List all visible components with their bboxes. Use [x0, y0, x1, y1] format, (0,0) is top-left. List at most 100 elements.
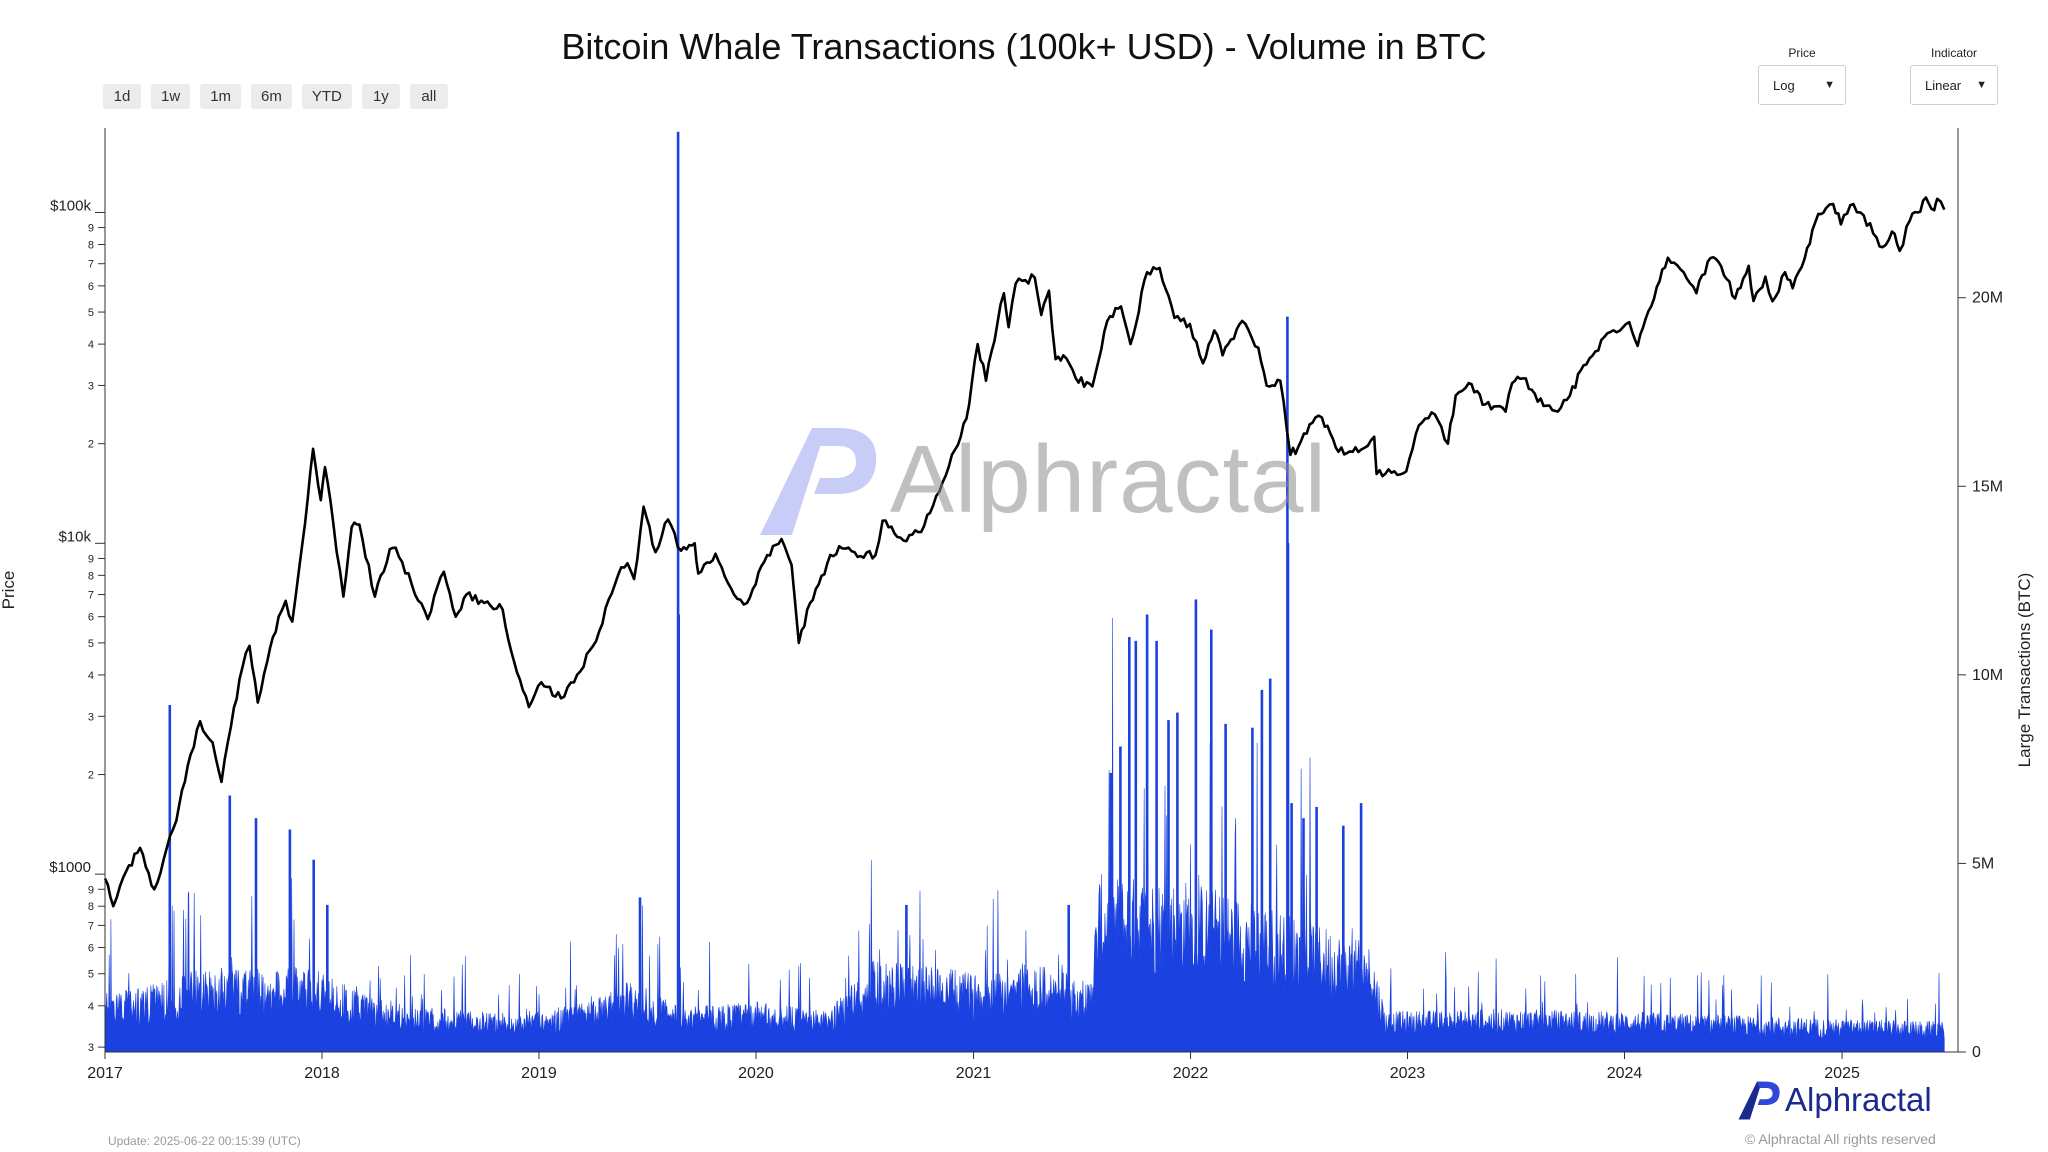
alphractal-logo-icon [1738, 1081, 1780, 1120]
chart-title: Bitcoin Whale Transactions (100k+ USD) -… [561, 26, 1487, 67]
volume-spike-bar-19 [1194, 599, 1198, 1052]
y-left-minor-label-7: 2 [88, 770, 94, 782]
price-scale-select[interactable]: Log ▼ [1758, 65, 1846, 105]
volume-spike-bar-31 [1359, 803, 1363, 1052]
y-left-minor-label-12: 7 [88, 590, 94, 602]
y-left-minor-label-20: 7 [88, 259, 94, 271]
volume-spike-bar-5 [326, 904, 329, 1052]
price-line-series [103, 196, 1946, 908]
y-left-minor-label-14: 9 [88, 553, 94, 565]
y-left-minor-label-8: 3 [88, 711, 94, 723]
indicator-scale-value: Linear [1925, 77, 1962, 93]
y-left-major-label-10000: $10k [58, 528, 91, 545]
volume-spike-bar-21 [1224, 723, 1227, 1052]
price-scale-label: Price [1788, 46, 1816, 60]
y-left-minor-label-15: 2 [88, 439, 94, 451]
y-left-minor-label-4: 7 [88, 920, 94, 932]
y-left-axis-title: Price [0, 571, 18, 610]
volume-spike-bar-4 [312, 859, 315, 1052]
x-tick-label-2022: 2022 [1173, 1065, 1209, 1082]
y-right-axis-title: Large Transactions (BTC) [2015, 573, 2034, 768]
y-left-major-label-1000: $1000 [49, 859, 91, 876]
volume-spike-bar-22 [1251, 727, 1254, 1052]
volume-spike-bar-13 [1128, 637, 1131, 1052]
volume-spike-bar-15 [1145, 614, 1149, 1052]
indicator-scale-label: Indicator [1930, 46, 1978, 60]
y-left-minor-label-0: 3 [88, 1042, 94, 1054]
copyright-notice: © Alphractal All rights reserved [1745, 1131, 1936, 1147]
range-button-1m[interactable]: 1m [200, 84, 242, 109]
y-left-minor-label-18: 5 [88, 307, 94, 319]
volume-spike-bar-1 [228, 795, 232, 1052]
volume-spike-bar-2 [254, 818, 258, 1052]
volume-spike-bar-0 [168, 705, 172, 1052]
volume-spike-bar-23 [1260, 689, 1264, 1052]
y-left-minor-label-21: 8 [88, 240, 94, 252]
volume-spike-bar-18 [1176, 712, 1179, 1052]
volume-spike-bar-14 [1134, 640, 1138, 1052]
x-tick-label-2023: 2023 [1390, 1065, 1426, 1082]
volume-spike-bar-17 [1167, 720, 1170, 1052]
y-left-minor-label-22: 9 [88, 223, 94, 235]
chevron-down-icon: ▼ [1824, 79, 1835, 91]
brand-name: Alphractal [1785, 1081, 1932, 1118]
y-right-tick-label-5000000: 5M [1972, 855, 1994, 872]
chevron-down-icon: ▼ [1976, 79, 1987, 91]
volume-spike-bar-3 [288, 829, 292, 1052]
x-tick-label-2019: 2019 [521, 1065, 557, 1082]
x-tick-label-2018: 2018 [304, 1065, 340, 1082]
y-left-minor-label-13: 8 [88, 570, 94, 582]
volume-spike-bar-26 [1286, 542, 1290, 1052]
y-left-minor-label-9: 4 [88, 670, 94, 682]
volume-spike-bar-6 [638, 897, 642, 1052]
indicator-scale-select[interactable]: Linear ▼ [1910, 65, 1998, 105]
range-button-1y[interactable]: 1y [361, 84, 400, 109]
price-line [103, 196, 1946, 908]
brand-logo: Alphractal [1735, 1078, 1932, 1122]
y-left-minor-label-16: 3 [88, 380, 94, 392]
range-button-all[interactable]: all [409, 84, 448, 109]
update-timestamp: Update: 2025-06-22 00:15:39 (UTC) [108, 1134, 301, 1148]
volume-spike-bar-20 [1210, 629, 1213, 1052]
indicator-scale-control: Indicator Linear ▼ [1910, 46, 1998, 105]
price-scale-value: Log [1773, 77, 1795, 93]
x-tick-label-2025: 2025 [1824, 1065, 1860, 1082]
volume-bars-series [104, 131, 1945, 1053]
time-range-selector: 1d 1w 1m 6m YTD 1y all [103, 84, 448, 109]
volume-bars-area [104, 617, 1945, 1053]
volume-spike-bar-11 [1109, 772, 1113, 1052]
volume-spike-bar-27 [1290, 803, 1293, 1052]
volume-spike-bar-28 [1302, 818, 1305, 1052]
y-left-minor-label-2: 5 [88, 969, 94, 981]
chart-axes: 2017 2018 2019 2020 2021 2022 2023 2024 20253456… [0, 128, 2034, 1082]
y-right-tick-label-0: 0 [1972, 1044, 1981, 1061]
x-tick-label-2017: 2017 [87, 1065, 123, 1082]
y-left-minor-label-6: 9 [88, 884, 94, 896]
volume-spike-bar-7 [676, 131, 680, 1053]
x-tick-label-2020: 2020 [738, 1065, 774, 1082]
volume-spike-bar-30 [1342, 825, 1345, 1052]
range-button-ytd[interactable]: YTD [301, 84, 352, 109]
range-button-1w[interactable]: 1w [151, 84, 191, 109]
y-left-minor-label-5: 8 [88, 901, 94, 913]
volume-spike-bar-8 [677, 614, 680, 1052]
y-left-major-label-100000: $100k [50, 197, 91, 214]
y-left-minor-label-1: 4 [88, 1001, 94, 1013]
volume-spike-bar-29 [1315, 806, 1318, 1052]
y-left-minor-label-17: 4 [88, 339, 94, 351]
volume-spike-bar-16 [1155, 640, 1158, 1052]
volume-spike-bar-9 [905, 904, 908, 1052]
y-right-tick-label-10000000: 10M [1972, 667, 2003, 684]
y-left-minor-label-10: 5 [88, 638, 94, 650]
y-left-minor-label-11: 6 [88, 612, 94, 624]
volume-spike-bar-10 [1067, 904, 1070, 1052]
y-left-minor-label-19: 6 [88, 281, 94, 293]
range-button-1d[interactable]: 1d [103, 84, 141, 109]
x-tick-label-2021: 2021 [956, 1065, 992, 1082]
y-left-minor-label-3: 6 [88, 943, 94, 955]
range-button-6m[interactable]: 6m [251, 84, 292, 109]
y-right-tick-label-20000000: 20M [1972, 290, 2003, 307]
x-tick-label-2024: 2024 [1607, 1065, 1643, 1082]
volume-spike-bar-12 [1119, 746, 1122, 1052]
